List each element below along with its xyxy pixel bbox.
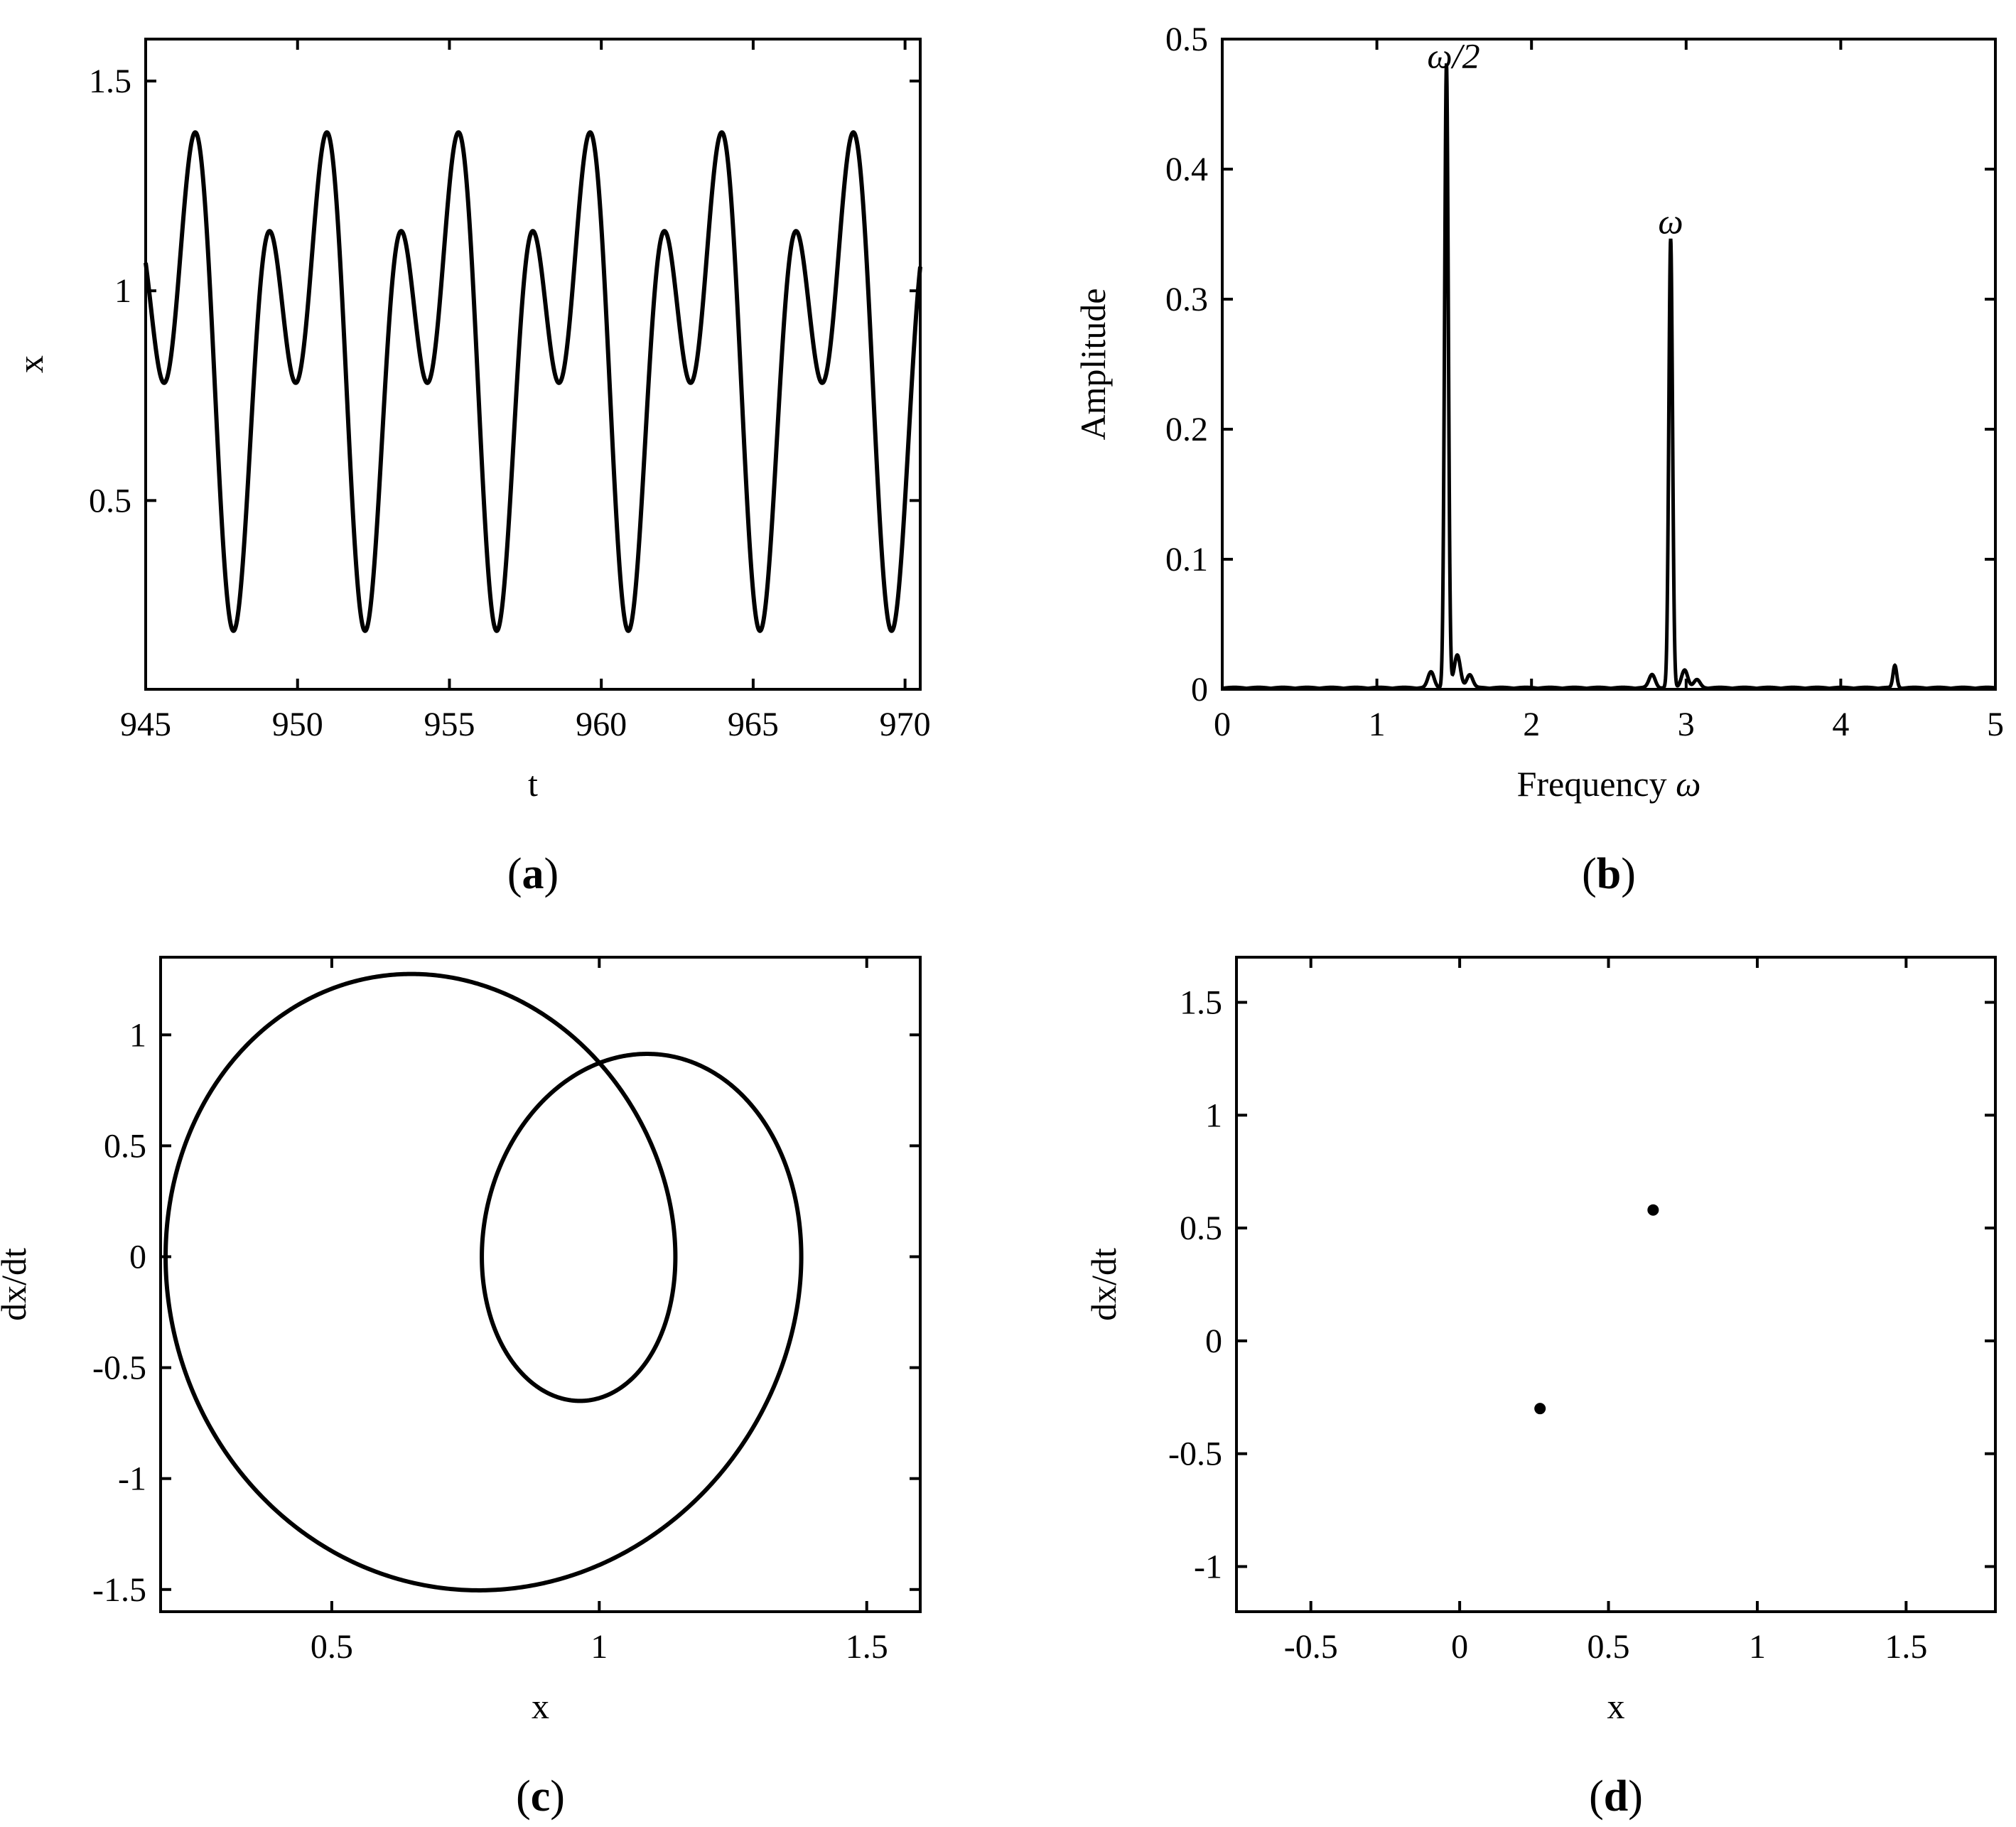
y-tick-label: 0.5 [89, 482, 131, 519]
y-tick-label: 1.5 [1180, 984, 1222, 1022]
plot-frame [144, 38, 922, 691]
x-tick-label: 2 [1523, 706, 1540, 743]
x-tick-label: 1 [591, 1628, 608, 1666]
panel-c: 0.5 1 1.5 -1.5 -1 -0.5 0 0.5 1 x dx/dt (c) [0, 956, 922, 1821]
x-tick-label: 955 [424, 706, 475, 743]
x-tick-label: 950 [272, 706, 323, 743]
y-tick-label: -1.5 [92, 1571, 146, 1609]
x-tick-label: -0.5 [1284, 1628, 1338, 1666]
y-tick-label: -1 [1194, 1548, 1222, 1585]
y-tick-label: 0 [129, 1238, 146, 1276]
panel-letter: a [522, 850, 544, 898]
x-axis-label-text: Frequency [1517, 764, 1676, 804]
y-tick-label: -1 [118, 1460, 146, 1498]
plot-frame [1235, 956, 1997, 1613]
x-tick-label: 1 [1749, 1628, 1766, 1666]
x-axis-label: Frequency ω [1517, 764, 1701, 804]
x-tick-label: 0.5 [1588, 1628, 1630, 1666]
panel-letter: c [531, 1772, 551, 1821]
x-tick-label: 5 [1987, 706, 2004, 743]
panel-d: -0.5 0 0.5 1 1.5 -1 -0.5 0 0.5 1 1.5 x dx/dt (d) [1084, 956, 1997, 1821]
x-tick-label: 0 [1451, 1628, 1468, 1666]
y-tick-label: 1 [114, 272, 131, 310]
x-tick-label: 0 [1214, 706, 1231, 743]
y-tick-label: 0.5 [1180, 1209, 1222, 1247]
panel-a: 945 950 955 960 965 970 0.5 1 1.5 t x (a) [11, 38, 931, 898]
y-axis-label: x [11, 355, 50, 373]
spectrum-line [1222, 63, 1996, 691]
y-tick-label: 0.1 [1165, 541, 1208, 578]
y-tick-label: 0.2 [1165, 411, 1208, 448]
panel-label: (d) [1589, 1772, 1643, 1821]
time-series-line [144, 130, 922, 633]
panel-label: (b) [1582, 850, 1636, 898]
axis-ticks: 0.5 1 1.5 -1.5 -1 -0.5 0 0.5 1 [92, 957, 920, 1666]
x-axis-label-symbol: ω [1676, 764, 1700, 804]
peak-label-half-omega: ω/2 [1427, 36, 1479, 76]
y-tick-label: 1.5 [89, 63, 131, 100]
x-tick-label: 1.5 [1885, 1628, 1927, 1666]
panel-label: (c) [516, 1772, 565, 1821]
panel-label: (a) [507, 850, 559, 898]
x-axis-label: x [1607, 1686, 1625, 1726]
panel-letter: d [1604, 1772, 1628, 1821]
poincare-point [1534, 1403, 1546, 1415]
x-axis-label: x [532, 1686, 549, 1726]
y-tick-label: 0 [1205, 1322, 1222, 1360]
y-axis-label: Amplitude [1073, 289, 1113, 441]
x-tick-label: 945 [120, 706, 171, 743]
y-axis-label: dx/dt [0, 1248, 33, 1321]
axis-ticks: 0 1 2 3 4 5 0 0.1 0.2 0.3 0.4 0.5 [1165, 21, 2004, 743]
plot-frame [159, 956, 922, 1613]
x-tick-label: 4 [1832, 706, 1849, 743]
poincare-point [1647, 1204, 1659, 1216]
y-tick-label: 0.5 [1165, 21, 1208, 58]
y-tick-label: 1 [129, 1016, 146, 1054]
poincare-points [1534, 1204, 1659, 1415]
x-tick-label: 960 [576, 706, 627, 743]
y-tick-label: 0 [1191, 671, 1208, 708]
y-axis-label: dx/dt [1084, 1248, 1123, 1321]
y-tick-label: 0.5 [104, 1127, 146, 1165]
x-tick-label: 1.5 [846, 1628, 888, 1666]
x-axis-label: t [528, 764, 538, 804]
y-tick-label: 0.4 [1165, 151, 1208, 188]
x-tick-label: 970 [880, 706, 931, 743]
y-tick-label: -0.5 [1168, 1435, 1222, 1473]
panel-letter: b [1597, 850, 1621, 898]
peak-label-omega: ω [1658, 202, 1683, 242]
y-tick-label: 1 [1205, 1096, 1222, 1134]
x-tick-label: 965 [728, 706, 779, 743]
axis-ticks: 945 950 955 960 965 970 0.5 1 1.5 [89, 39, 931, 743]
axis-ticks: -0.5 0 0.5 1 1.5 -1 -0.5 0 0.5 1 1.5 [1168, 957, 1995, 1666]
y-tick-label: 0.3 [1165, 281, 1208, 318]
phase-portrait-line [163, 971, 804, 1592]
x-tick-label: 1 [1369, 706, 1386, 743]
x-tick-label: 3 [1678, 706, 1695, 743]
y-tick-label: -0.5 [92, 1349, 146, 1387]
x-tick-label: 0.5 [311, 1628, 353, 1666]
plot-frame [1221, 38, 1997, 691]
panel-b: 0 1 2 3 4 5 0 0.1 0.2 0.3 0.4 0.5 ω/2 ω Frequency ω… [1073, 21, 2004, 898]
